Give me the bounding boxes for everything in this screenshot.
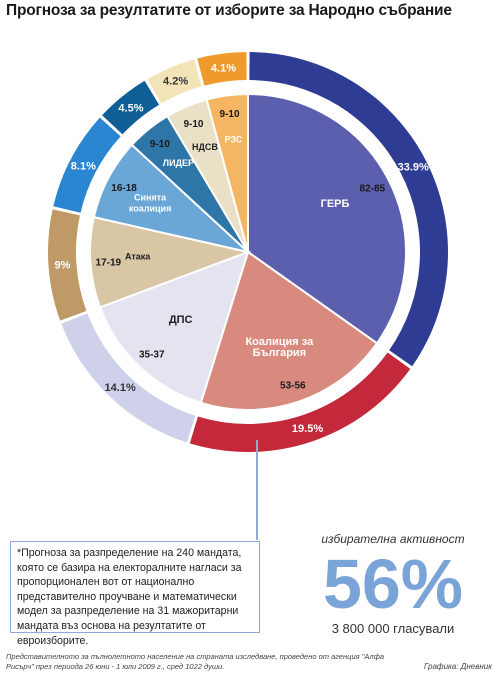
party-label-slice-1: Коалиция за България <box>245 336 314 359</box>
pie-slice-3 <box>89 215 252 309</box>
graphic-credit: Графика: Дневник <box>424 662 492 671</box>
percent-label-slice-3: 9% <box>54 260 70 272</box>
turnout-value: 56% <box>322 545 464 623</box>
seats-label-slice-0: 82-85 <box>360 184 386 195</box>
party-label-slice-0: ГЕРБ <box>321 198 350 210</box>
outer-ring-slice-4 <box>53 117 121 213</box>
outer-ring-slice-2 <box>61 313 196 443</box>
seats-label-slice-5: 9-10 <box>150 139 170 150</box>
outer-ring-slice-3 <box>47 209 87 321</box>
outer-ring-slice-7 <box>197 52 247 86</box>
party-label-slice-5: ЛИДЕР <box>163 158 194 168</box>
forecast-note: *Прогноза за разпределение на 240 мандат… <box>10 541 260 647</box>
chart-title: Прогноза за резултатите от изборите за Н… <box>6 2 452 19</box>
party-label-slice-2: ДПС <box>169 314 193 326</box>
pie-slice-1 <box>199 250 379 411</box>
turnout-label: избирателна активност <box>321 532 465 546</box>
seats-label-slice-4: 16-18 <box>111 183 137 194</box>
pie-slice-2 <box>98 250 250 405</box>
election-pie-chart: 33.9% 82-85 ГЕРБ 19.5% 53-56 Коалиция за Бълга… <box>47 52 448 452</box>
voters-count: 3 800 000 гласували <box>331 621 455 636</box>
seats-label-slice-3: 17-19 <box>96 257 122 268</box>
party-label-slice-4: Синята коалиция <box>129 193 171 214</box>
pie-slice-7 <box>205 92 249 253</box>
outer-ring-slice-1 <box>189 352 411 452</box>
percent-label-slice-6: 4.2% <box>163 76 188 88</box>
party-label-slice-3: Атака <box>125 251 151 261</box>
pie-slice-0 <box>247 92 407 345</box>
outer-ring-slice-6 <box>147 59 202 104</box>
percent-label-slice-0: 33.9% <box>398 162 429 174</box>
percent-label-slice-7: 4.1% <box>211 63 236 75</box>
note-connector <box>256 440 258 540</box>
seats-label-slice-6: 9-10 <box>183 119 203 130</box>
outer-ring-slice-0 <box>249 52 448 367</box>
seats-label-slice-2: 35-37 <box>139 350 165 361</box>
source-note: Представителното за пълнолетното населен… <box>6 652 385 671</box>
percent-label-slice-1: 19.5% <box>292 423 323 435</box>
party-label-slice-6: НДСВ <box>192 142 218 152</box>
seats-label-slice-7: 9-10 <box>220 109 240 120</box>
outer-ring-slice-5 <box>102 80 160 135</box>
party-label-slice-7: РЗС <box>225 134 243 144</box>
percent-label-slice-5: 4.5% <box>118 102 143 114</box>
percent-label-slice-4: 8.1% <box>71 160 96 172</box>
seats-label-slice-1: 53-56 <box>280 381 306 392</box>
percent-label-slice-2: 14.1% <box>105 382 136 394</box>
